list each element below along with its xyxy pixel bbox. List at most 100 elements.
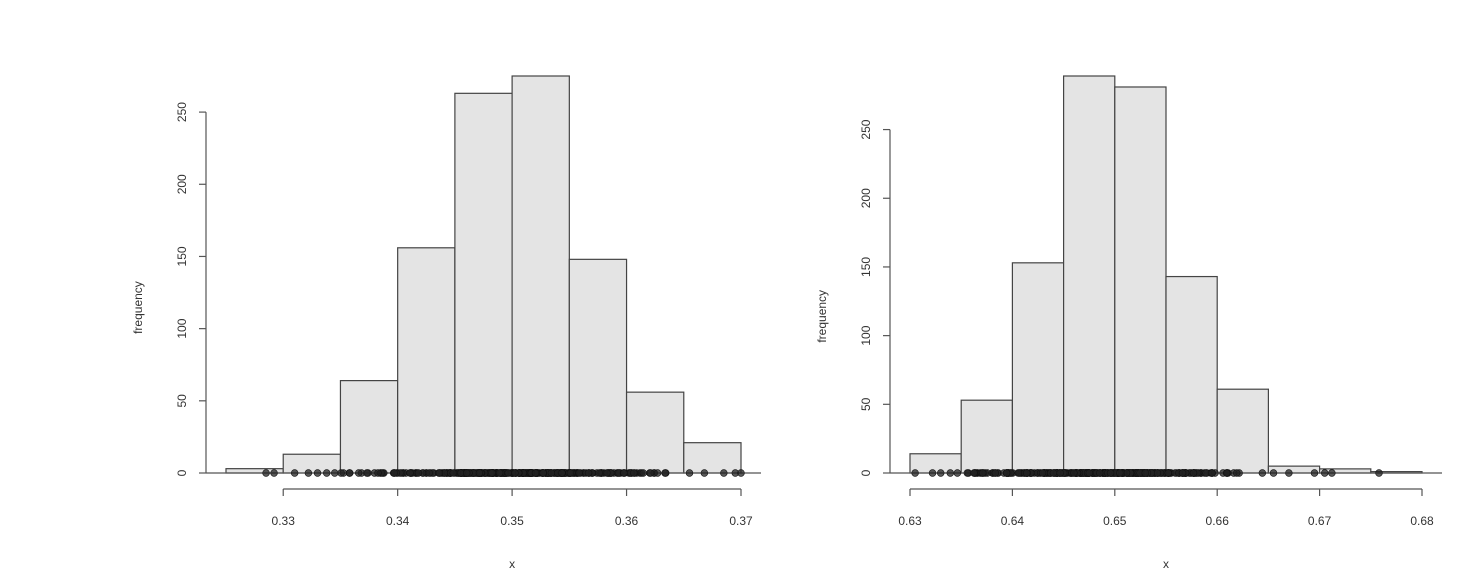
histogram-panel-right: 0 50 100 150 200 250 0.63 0.64 0.65 0.66 0.67 0.68… xyxy=(815,75,1442,571)
rug-point xyxy=(595,469,603,477)
rug-point xyxy=(270,469,278,477)
rug-point xyxy=(953,469,962,477)
x-tick-label: 0.35 xyxy=(500,514,524,528)
rug-point xyxy=(1141,469,1149,477)
rug-point xyxy=(1258,469,1267,477)
rug-point xyxy=(354,469,363,477)
rug-point xyxy=(1085,469,1093,477)
rug-point xyxy=(911,469,919,477)
rug-point xyxy=(313,469,322,477)
rug-point xyxy=(1056,469,1064,477)
rug-point xyxy=(1375,469,1383,477)
y-tick-label: 50 xyxy=(175,394,189,408)
x-tick-label: 0.36 xyxy=(615,514,639,528)
y-tick-label: 200 xyxy=(175,174,189,194)
rug-right xyxy=(911,469,1383,477)
rug-point xyxy=(1106,469,1115,477)
rug-point xyxy=(495,469,504,477)
rug-point xyxy=(963,469,972,477)
rug-point xyxy=(425,469,433,477)
rug-point xyxy=(511,469,519,477)
rug-point xyxy=(737,469,745,477)
rug-point xyxy=(558,469,566,477)
rug-point xyxy=(1178,469,1187,477)
histogram-bar xyxy=(1062,75,1116,474)
rug-point xyxy=(1070,469,1078,477)
rug-point xyxy=(620,469,628,477)
rug-point xyxy=(603,469,611,477)
y-tick-label: 150 xyxy=(859,257,873,277)
rug-point xyxy=(1321,469,1329,477)
rug-point xyxy=(575,469,583,477)
rug-point xyxy=(630,469,638,477)
rug-point xyxy=(566,469,575,477)
rug-point xyxy=(653,469,662,477)
rug-point xyxy=(661,469,669,477)
rug-point xyxy=(1049,469,1058,477)
x-tick-label: 0.63 xyxy=(898,514,922,528)
x-tick-label: 0.65 xyxy=(1103,514,1127,528)
rug-point xyxy=(1208,469,1216,477)
rug-point xyxy=(1116,469,1124,477)
rug-point xyxy=(475,469,484,477)
rug-point xyxy=(547,469,556,477)
histogram-bar xyxy=(909,453,962,474)
rug-point xyxy=(262,469,270,477)
x-tick-label: 0.34 xyxy=(386,514,410,528)
rug-point xyxy=(462,469,471,477)
histogram-bar xyxy=(568,258,628,474)
x-tick-label: 0.66 xyxy=(1206,514,1230,528)
rug-point xyxy=(720,469,728,477)
rug-point xyxy=(1269,469,1278,477)
histogram-bar xyxy=(1011,262,1065,474)
rug-point xyxy=(323,469,331,477)
rug-point xyxy=(390,469,398,477)
rug-point xyxy=(374,469,382,477)
y-tick-label: 100 xyxy=(859,325,873,345)
y-axis-title-right: frequency xyxy=(815,290,829,343)
rug-point xyxy=(970,469,978,477)
y-axis-title-left: frequency xyxy=(131,281,145,334)
bars-right xyxy=(890,75,1442,474)
rug-point xyxy=(1038,469,1047,477)
y-tick-label: 100 xyxy=(175,318,189,338)
x-axis-right: 0.63 0.64 0.65 0.66 0.67 0.68 xyxy=(898,488,1434,528)
rug-point xyxy=(337,469,345,477)
rug-point xyxy=(531,469,540,477)
rug-point xyxy=(946,469,954,477)
rug-point xyxy=(488,469,496,477)
rug-point xyxy=(639,469,647,477)
x-tick-label: 0.33 xyxy=(272,514,296,528)
rug-point xyxy=(928,469,937,477)
rug-point xyxy=(406,469,414,477)
x-axis-title-right: x xyxy=(1163,557,1169,571)
y-axis-left: 0 50 100 150 200 250 xyxy=(175,102,207,476)
rug-point xyxy=(1096,469,1104,477)
bars-left xyxy=(206,75,761,474)
rug-point xyxy=(1233,469,1241,477)
histogram-bar xyxy=(397,247,456,474)
histogram-bar xyxy=(454,92,513,474)
x-axis-title-left: x xyxy=(509,557,515,571)
histogram-bar xyxy=(1165,275,1218,474)
rug-point xyxy=(1189,469,1198,477)
rug-point xyxy=(979,469,987,477)
rug-point xyxy=(937,469,945,477)
x-tick-label: 0.37 xyxy=(729,514,753,528)
rug-point xyxy=(331,469,339,477)
rug-point xyxy=(646,469,655,477)
x-tick-label: 0.67 xyxy=(1308,514,1332,528)
y-tick-label: 50 xyxy=(859,397,873,411)
y-tick-label: 0 xyxy=(859,469,873,476)
rug-point xyxy=(304,469,313,477)
rug-point xyxy=(539,469,547,477)
histogram-bar xyxy=(625,391,685,474)
rug-point xyxy=(1310,469,1319,477)
rug-point xyxy=(290,469,299,477)
histogram-panel-left: 0 50 100 150 200 250 0.33 0.34 0.35 0.36 0.37 x f… xyxy=(131,75,761,571)
y-tick-label: 250 xyxy=(859,119,873,139)
y-tick-label: 200 xyxy=(859,188,873,208)
rug-point xyxy=(346,469,354,477)
x-tick-label: 0.68 xyxy=(1410,514,1434,528)
